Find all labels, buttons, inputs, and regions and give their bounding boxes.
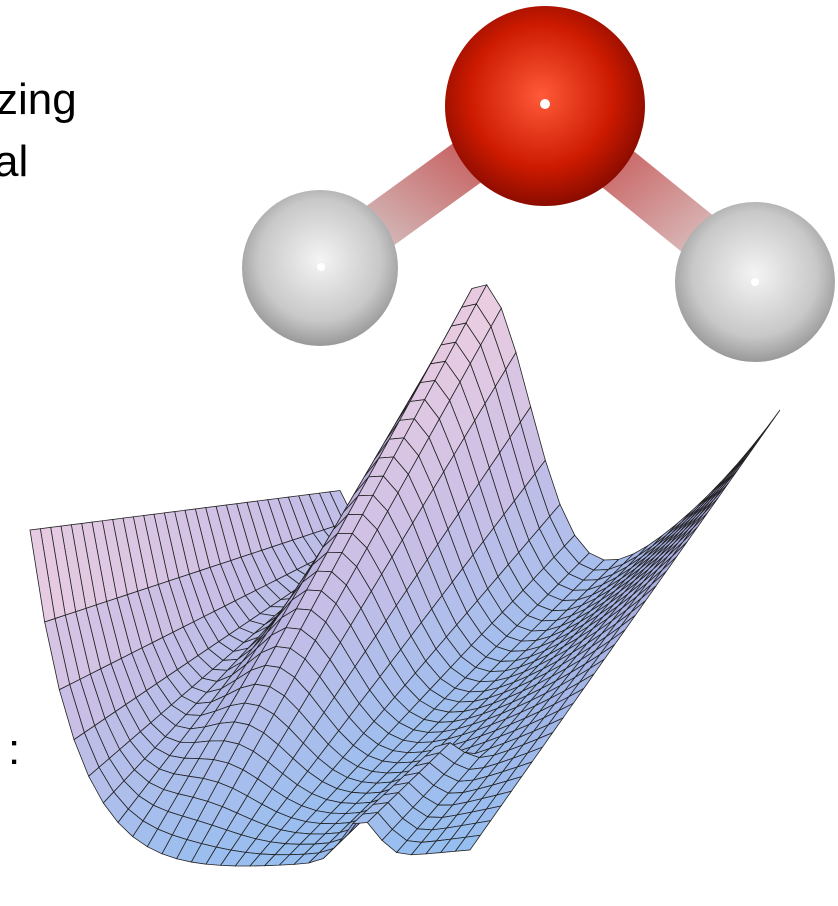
slide: zing al : (0, 0, 838, 906)
page: zing al : (() => { const data = JSON.par… (0, 0, 838, 906)
surface-plot (30, 285, 780, 866)
molecule (242, 6, 835, 362)
text-line: al (0, 137, 28, 186)
colon: : (8, 725, 20, 774)
text-line: zing (0, 75, 77, 124)
